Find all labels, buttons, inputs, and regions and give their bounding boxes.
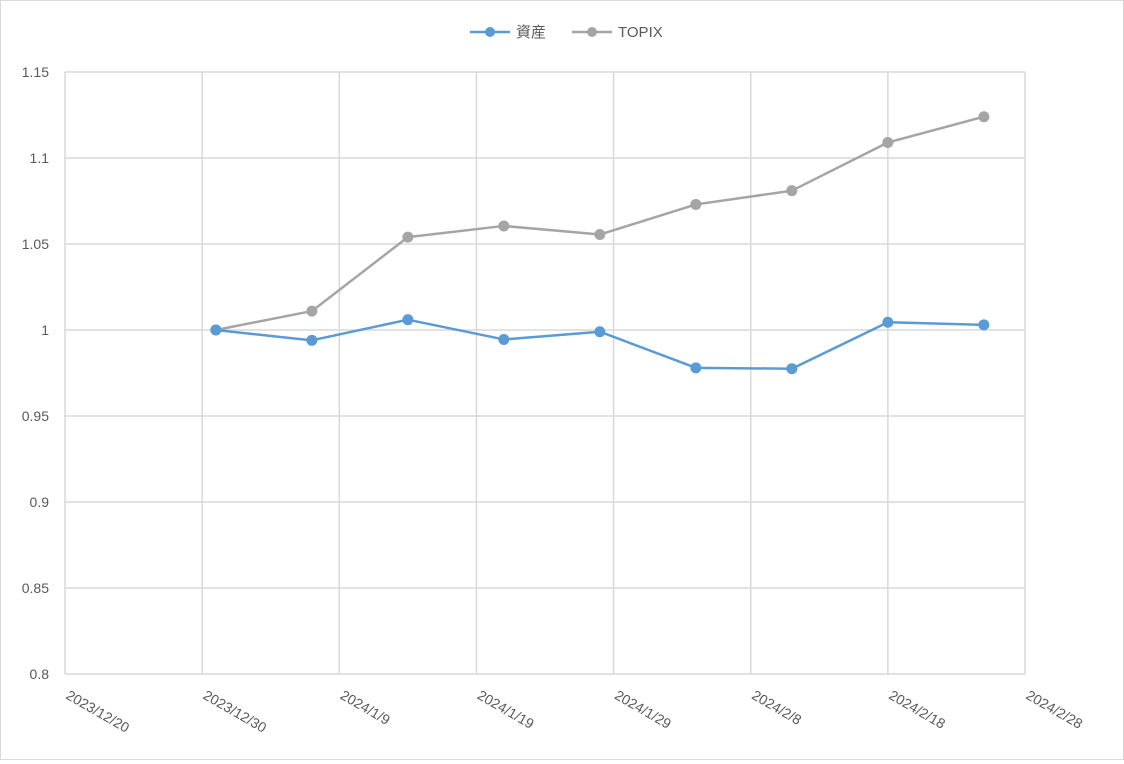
- data-point: [402, 231, 414, 243]
- series-line: [215, 115, 985, 332]
- data-point: [498, 333, 510, 345]
- data-point: [210, 324, 222, 336]
- y-tick-label: 1: [41, 322, 49, 338]
- legend-label: 資産: [516, 24, 546, 41]
- legend-label: TOPIX: [618, 24, 663, 41]
- data-point: [690, 198, 702, 210]
- data-point: [978, 319, 990, 331]
- data-point: [882, 316, 894, 328]
- gridlines: [65, 71, 1026, 674]
- y-tick-label: 0.8: [30, 666, 50, 682]
- legend: 資産 TOPIX: [470, 24, 663, 41]
- legend-swatch-marker: [587, 27, 597, 37]
- data-point: [882, 137, 894, 149]
- data-point: [594, 326, 606, 338]
- data-point: [402, 314, 414, 326]
- data-point: [690, 362, 702, 374]
- data-point: [306, 305, 318, 317]
- y-tick-label: 0.9: [30, 494, 50, 510]
- y-tick-label: 0.95: [22, 408, 49, 424]
- data-point: [594, 229, 606, 241]
- data-point: [978, 111, 990, 123]
- legend-swatch-marker: [485, 27, 495, 37]
- series-layer: [210, 111, 990, 375]
- data-point: [786, 363, 798, 375]
- x-tick-label: 2024/1/9: [338, 687, 393, 728]
- y-tick-label: 0.85: [22, 580, 49, 596]
- x-tick-label: 2024/2/8: [749, 687, 804, 728]
- x-tick-label: 2024/1/19: [475, 687, 537, 732]
- data-point: [786, 185, 798, 197]
- x-tick-label: 2023/12/20: [64, 687, 133, 736]
- x-tick-label: 2024/1/29: [612, 687, 674, 732]
- y-tick-label: 1.15: [22, 64, 49, 80]
- y-tick-label: 1.1: [30, 150, 50, 166]
- data-point: [306, 334, 318, 346]
- y-tick-label: 1.05: [22, 236, 49, 252]
- x-tick-label: 2024/2/28: [1024, 687, 1086, 732]
- x-tick-label: 2024/2/18: [886, 687, 948, 732]
- x-tick-label: 2023/12/30: [201, 687, 270, 736]
- axes: 0.8 0.85 0.9 0.95 1 1.05 1.1 1.15 2023/12/20 2023…: [22, 64, 1086, 736]
- data-point: [498, 220, 510, 232]
